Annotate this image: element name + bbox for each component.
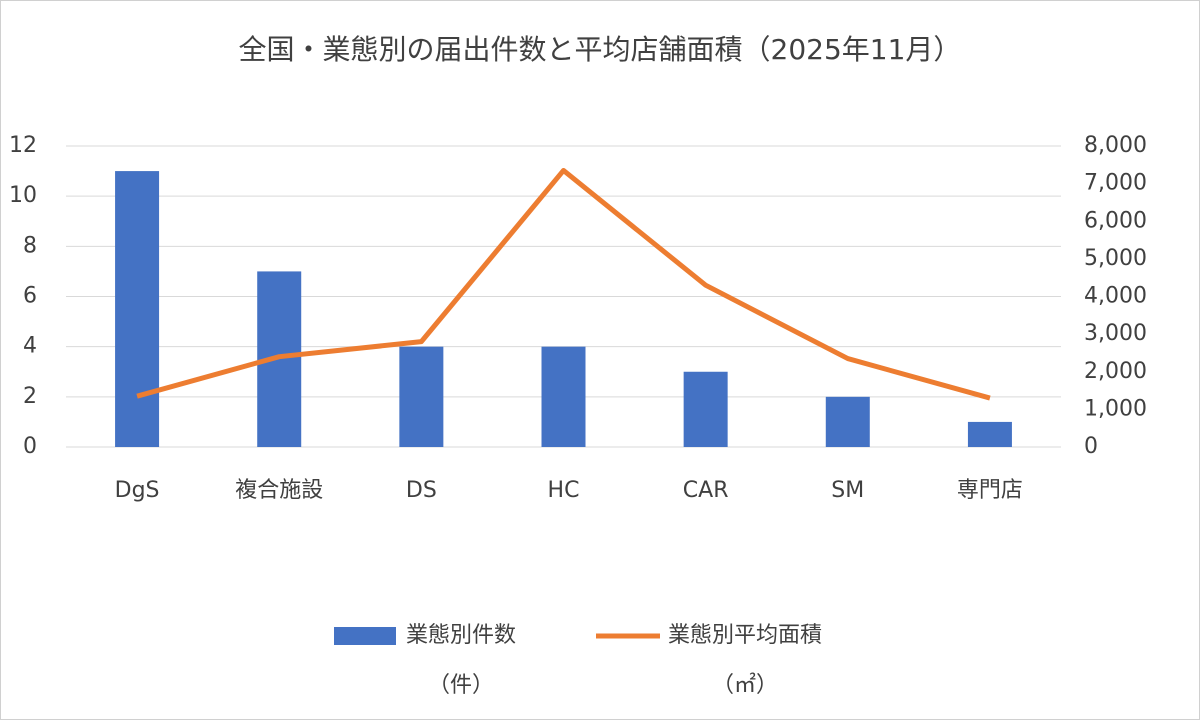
chart-title: 全国・業態別の届出件数と平均店舗面積（2025年11月）	[239, 33, 962, 66]
bar	[115, 171, 160, 448]
x-tick-label: DgS	[115, 478, 160, 503]
legend-swatch	[334, 627, 396, 645]
y-tick-label: 10	[9, 183, 37, 208]
bar	[967, 421, 1012, 447]
x-tick-label: DS	[406, 478, 437, 503]
y-tick-label: 0	[23, 434, 37, 459]
bar	[399, 346, 444, 447]
x-tick-label: SM	[831, 478, 864, 503]
y-tick-label: 2	[23, 384, 37, 409]
y-tick-label: 8	[23, 233, 37, 258]
bar	[541, 346, 586, 447]
y2-tick-label: 6,000	[1084, 208, 1147, 233]
y2-tick-label: 1,000	[1084, 396, 1147, 421]
legend-label: 業態別平均面積 （㎡）	[668, 623, 823, 698]
x-tick-label: CAR	[683, 478, 729, 503]
x-tick-label: 専門店	[957, 478, 1023, 503]
y-tick-label: 6	[23, 284, 37, 309]
y2-tick-label: 8,000	[1084, 133, 1147, 158]
legend-label: 業態別件数 （件）	[406, 623, 517, 698]
x-tick-label: 複合施設	[235, 478, 323, 503]
bar	[825, 396, 870, 447]
y-tick-label: 12	[9, 133, 37, 158]
y2-tick-label: 3,000	[1084, 321, 1147, 346]
bar	[683, 371, 728, 447]
y-tick-label: 4	[23, 334, 37, 359]
y2-tick-label: 7,000	[1084, 171, 1147, 196]
y2-tick-label: 5,000	[1084, 246, 1147, 271]
y2-tick-label: 0	[1084, 434, 1098, 459]
y2-tick-label: 4,000	[1084, 284, 1147, 309]
x-tick-label: HC	[548, 478, 580, 503]
line	[136, 167, 991, 401]
y2-tick-label: 2,000	[1084, 359, 1147, 384]
